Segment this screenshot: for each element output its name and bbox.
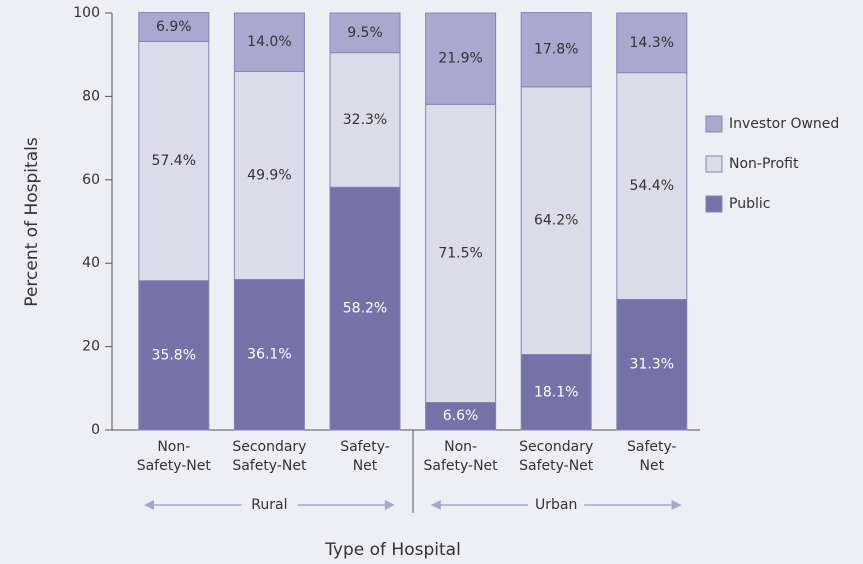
data-label: 54.4% [630, 178, 674, 194]
bar-segment [138, 280, 210, 431]
bar-segment [520, 354, 592, 431]
x-tick-label: Net [353, 458, 378, 474]
x-tick-label: Safety-Net [519, 458, 594, 474]
y-tick-label: 60 [82, 172, 100, 188]
data-label: 14.3% [630, 35, 674, 51]
x-tick-label: Safety- [340, 439, 390, 455]
y-axis-label: Percent of Hospitals [22, 137, 42, 307]
data-label: 58.2% [343, 301, 387, 317]
arrow-head [430, 500, 441, 510]
bar-segment [329, 12, 401, 54]
y-tick-label: 80 [82, 88, 100, 104]
data-label: 21.9% [438, 51, 482, 67]
y-tick-label: 20 [82, 339, 100, 355]
legend-swatch [705, 115, 723, 133]
x-tick-label: Safety-Net [232, 458, 307, 474]
data-label: 18.1% [534, 384, 578, 400]
data-label: 36.1% [247, 347, 291, 363]
y-tick-label: 0 [91, 422, 100, 438]
data-label: 6.6% [443, 408, 479, 424]
data-label: 57.4% [152, 153, 196, 169]
data-label: 49.9% [247, 167, 291, 183]
data-label: 32.3% [343, 112, 387, 128]
bar-segment [138, 12, 210, 42]
data-label: 35.8% [152, 347, 196, 363]
group-label: Urban [535, 497, 577, 513]
bar-segment [616, 72, 688, 300]
legend-label: Non-Profit [729, 156, 799, 172]
x-tick-label: Safety-Net [424, 458, 499, 474]
data-label: 17.8% [534, 42, 578, 58]
x-tick-label: Secondary [519, 439, 593, 455]
arrow-head [144, 500, 154, 510]
x-tick-label: Non- [444, 439, 477, 455]
arrow-head [384, 500, 395, 510]
x-axis-label: Type of Hospital [324, 540, 461, 560]
x-tick-label: Non- [157, 439, 190, 455]
bar-segment [425, 103, 497, 403]
bar-segment [233, 12, 305, 72]
bar-segment [138, 40, 210, 282]
bar-segment [616, 12, 688, 74]
legend-swatch [705, 195, 723, 213]
legend-swatch [705, 155, 723, 173]
data-label: 71.5% [438, 245, 482, 261]
bar-segment [425, 12, 497, 105]
group-label: Rural [251, 497, 287, 513]
bar-segment [425, 401, 497, 431]
bar-segment [520, 12, 592, 88]
data-label: 14.0% [247, 34, 291, 50]
data-label: 31.3% [630, 357, 674, 373]
data-label: 6.9% [156, 19, 192, 35]
bar-segment [329, 52, 401, 188]
data-label: 9.5% [347, 25, 383, 41]
x-tick-label: Net [640, 458, 665, 474]
bar-segment [233, 70, 305, 280]
arrow-head [671, 500, 682, 510]
x-tick-label: Safety-Net [137, 458, 212, 474]
y-tick-label: 100 [73, 5, 100, 21]
y-tick-label: 40 [82, 255, 100, 271]
bar-segment [233, 278, 305, 431]
x-tick-label: Safety- [627, 439, 677, 455]
x-tick-label: Secondary [232, 439, 306, 455]
legend-label: Public [729, 196, 770, 212]
data-label: 64.2% [534, 213, 578, 229]
legend-label: Investor Owned [729, 116, 839, 132]
